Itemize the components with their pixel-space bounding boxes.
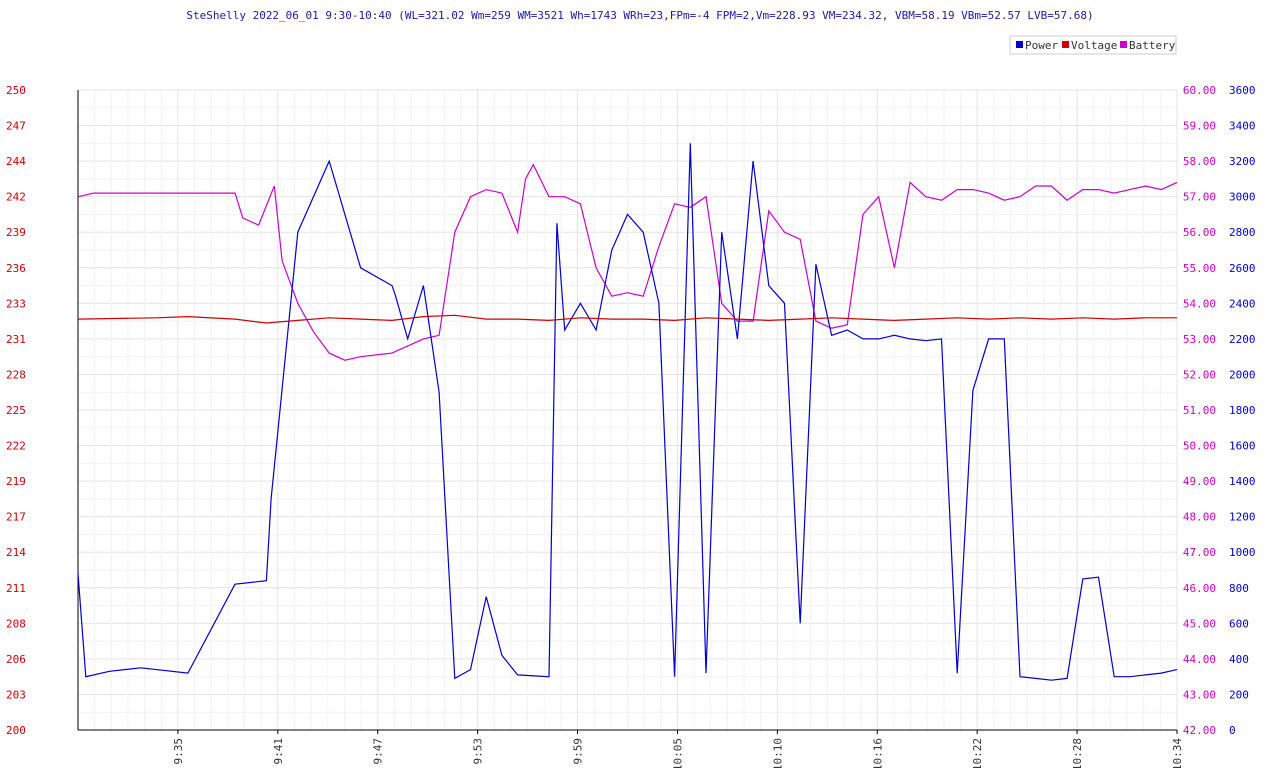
power-tick-label: 200 — [1229, 688, 1249, 701]
power-tick-label: 3000 — [1229, 191, 1256, 204]
voltage-tick-label: 206 — [6, 653, 26, 666]
power-tick-label: 1400 — [1229, 475, 1256, 488]
battery-tick-label: 58.00 — [1183, 155, 1216, 168]
battery-tick-label: 60.00 — [1183, 84, 1216, 97]
legend-label-battery: Battery — [1129, 39, 1176, 52]
voltage-tick-label: 231 — [6, 333, 26, 346]
battery-tick-label: 59.00 — [1183, 120, 1216, 133]
voltage-tick-label: 239 — [6, 226, 26, 239]
voltage-tick-label: 214 — [6, 546, 26, 559]
power-tick-label: 3400 — [1229, 120, 1256, 133]
voltage-tick-label: 244 — [6, 155, 26, 168]
x-tick-label: 10:34 — [1171, 738, 1184, 768]
legend-frame — [1009, 35, 1177, 55]
battery-tick-label: 42.00 — [1183, 724, 1216, 737]
power-tick-label: 1200 — [1229, 511, 1256, 524]
power-tick-label: 2800 — [1229, 226, 1256, 239]
x-tick-label: 10:16 — [871, 738, 884, 768]
battery-tick-label: 50.00 — [1183, 440, 1216, 453]
legend-swatch-power — [1016, 41, 1023, 48]
voltage-tick-label: 233 — [6, 297, 26, 310]
battery-tick-label: 51.00 — [1183, 404, 1216, 417]
voltage-tick-label: 219 — [6, 475, 26, 488]
battery-tick-label: 55.00 — [1183, 262, 1216, 275]
battery-tick-label: 49.00 — [1183, 475, 1216, 488]
legend-swatch-battery — [1120, 41, 1127, 48]
voltage-tick-label: 208 — [6, 617, 26, 630]
power-tick-label: 2400 — [1229, 297, 1256, 310]
voltage-tick-label: 250 — [6, 84, 26, 97]
series-line-power — [77, 143, 1178, 681]
series-line-voltage — [77, 314, 1177, 324]
legend-label-voltage: Voltage — [1071, 39, 1117, 52]
voltage-tick-label: 217 — [6, 511, 26, 524]
voltage-tick-label: 247 — [6, 120, 26, 133]
x-tick-label: 9:59 — [572, 738, 585, 765]
voltage-tick-label: 211 — [6, 582, 26, 595]
power-tick-label: 3200 — [1229, 155, 1256, 168]
x-tick-label: 10:22 — [971, 738, 984, 768]
battery-tick-label: 57.00 — [1183, 191, 1216, 204]
legend-label-power: Power — [1025, 39, 1058, 52]
x-tick-label: 10:05 — [671, 738, 684, 768]
x-tick-label: 9:41 — [272, 738, 285, 765]
x-tick-label: 9:35 — [172, 738, 185, 765]
battery-tick-label: 56.00 — [1183, 226, 1216, 239]
series — [77, 143, 1178, 681]
x-tick-label: 10:10 — [771, 738, 784, 768]
x-tick-label: 9:53 — [472, 738, 485, 765]
battery-tick-label: 48.00 — [1183, 511, 1216, 524]
tick-labels: 250 247 244 242 239 236 233 231 228 225 222 219 217 2… — [6, 84, 1256, 768]
voltage-tick-label: 242 — [6, 191, 26, 204]
power-tick-label: 2200 — [1229, 333, 1256, 346]
battery-tick-label: 45.00 — [1183, 617, 1216, 630]
power-tick-label: 0 — [1229, 724, 1236, 737]
grid — [77, 89, 1178, 731]
chart-title: SteShelly 2022_06_01 9:30-10:40 (WL=321.… — [186, 9, 1093, 22]
x-tick-label: 10:28 — [1071, 738, 1084, 768]
x-tick-label: 9:47 — [372, 738, 385, 765]
battery-tick-label: 54.00 — [1183, 297, 1216, 310]
power-tick-label: 2000 — [1229, 368, 1256, 381]
legend-swatch-voltage — [1062, 41, 1069, 48]
power-tick-label: 800 — [1229, 582, 1249, 595]
power-tick-label: 400 — [1229, 653, 1249, 666]
legend: Power Voltage Battery — [1009, 35, 1177, 55]
battery-tick-label: 43.00 — [1183, 688, 1216, 701]
voltage-tick-label: 222 — [6, 440, 26, 453]
voltage-tick-label: 200 — [6, 724, 26, 737]
battery-tick-label: 44.00 — [1183, 653, 1216, 666]
power-tick-label: 600 — [1229, 617, 1249, 630]
power-tick-label: 1000 — [1229, 546, 1256, 559]
battery-tick-label: 46.00 — [1183, 582, 1216, 595]
power-tick-label: 3600 — [1229, 84, 1256, 97]
voltage-tick-label: 203 — [6, 688, 26, 701]
voltage-tick-label: 225 — [6, 404, 26, 417]
voltage-tick-label: 228 — [6, 368, 26, 381]
power-tick-label: 1800 — [1229, 404, 1256, 417]
battery-tick-label: 53.00 — [1183, 333, 1216, 346]
power-tick-label: 2600 — [1229, 262, 1256, 275]
battery-tick-label: 47.00 — [1183, 546, 1216, 559]
power-tick-label: 1600 — [1229, 440, 1256, 453]
voltage-tick-label: 236 — [6, 262, 26, 275]
series-line-battery — [77, 163, 1178, 361]
battery-tick-label: 52.00 — [1183, 368, 1216, 381]
